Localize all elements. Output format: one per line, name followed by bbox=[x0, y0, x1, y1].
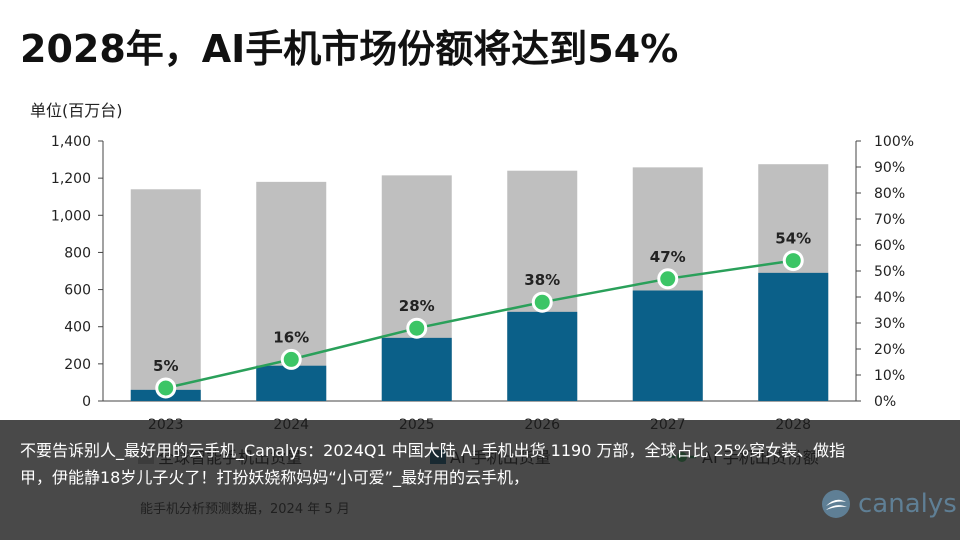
y2-tick-label: 10% bbox=[874, 368, 905, 384]
y2-tick-label: 20% bbox=[874, 342, 905, 358]
y2-tick-label: 80% bbox=[874, 186, 905, 202]
share-point-2024 bbox=[280, 348, 302, 370]
caption-text: 不要告诉别人_最好用的云手机_Canalys：2024Q1 中国大陆 AI 手机… bbox=[20, 441, 846, 487]
y-tick-label: 1,200 bbox=[51, 171, 91, 187]
bar-total-2023 bbox=[130, 189, 201, 401]
bar-ai-2028 bbox=[758, 272, 829, 401]
y2-tick-label: 60% bbox=[874, 238, 905, 254]
share-data-label: 5% bbox=[153, 357, 178, 375]
y2-tick-label: 40% bbox=[874, 290, 905, 306]
share-data-label: 16% bbox=[273, 328, 309, 346]
y-tick-label: 1,000 bbox=[51, 208, 91, 224]
y-tick-label: 200 bbox=[64, 357, 91, 373]
share-data-label: 28% bbox=[399, 297, 435, 315]
brand-name: canalys bbox=[858, 489, 957, 519]
y-axis-label: 单位(百万台) bbox=[30, 101, 123, 120]
share-data-label: 38% bbox=[524, 271, 560, 289]
share-data-label: 54% bbox=[775, 230, 811, 248]
y-tick-label: 400 bbox=[64, 320, 91, 336]
y-tick-label: 1,400 bbox=[51, 134, 91, 150]
share-point-2025 bbox=[406, 317, 428, 339]
y2-tick-label: 90% bbox=[874, 160, 905, 176]
y-tick-label: 0 bbox=[82, 394, 91, 410]
y2-tick-label: 30% bbox=[874, 316, 905, 332]
bar-ai-2024 bbox=[256, 365, 327, 401]
share-point-2028 bbox=[782, 250, 804, 272]
share-point-2026 bbox=[531, 291, 553, 313]
brand-logo: canalys bbox=[820, 488, 957, 520]
y2-tick-label: 0% bbox=[874, 394, 896, 410]
caption-overlay bbox=[0, 420, 960, 540]
y2-tick-label: 100% bbox=[874, 134, 914, 150]
y2-tick-label: 50% bbox=[874, 264, 905, 280]
y-tick-label: 800 bbox=[64, 245, 91, 261]
share-point-2027 bbox=[657, 268, 679, 290]
canalys-logo-icon bbox=[822, 490, 850, 518]
bar-ai-2025 bbox=[381, 337, 452, 401]
share-line bbox=[165, 259, 794, 390]
y-tick-label: 600 bbox=[64, 283, 91, 299]
chart-title: 2028年，AI手机市场份额将达到54% bbox=[20, 27, 679, 71]
share-data-label: 47% bbox=[650, 248, 686, 266]
share-point-2023 bbox=[155, 377, 177, 399]
y2-tick-label: 70% bbox=[874, 212, 905, 228]
bar-ai-2027 bbox=[632, 290, 703, 401]
bar-ai-2026 bbox=[507, 311, 578, 401]
